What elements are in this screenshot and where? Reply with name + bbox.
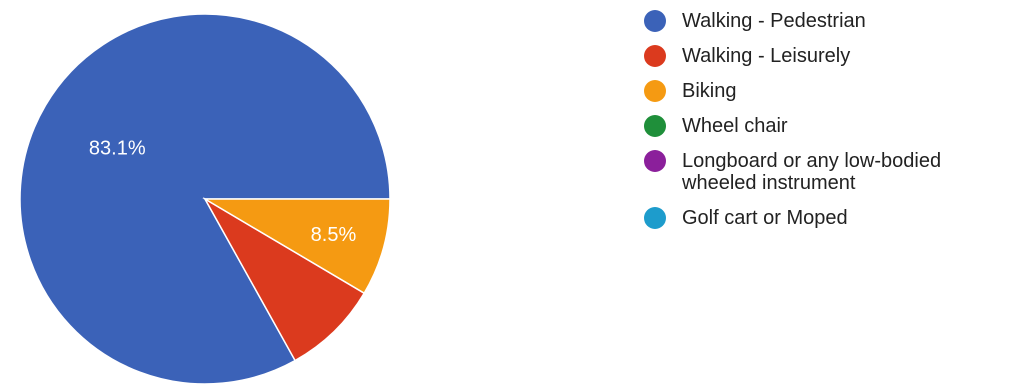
legend-label: Walking - Pedestrian — [682, 10, 866, 32]
legend-swatch — [644, 115, 666, 137]
legend-item: Biking — [644, 80, 1019, 102]
legend-swatch — [644, 207, 666, 229]
legend-swatch — [644, 10, 666, 32]
slice-value-label: 83.1% — [89, 137, 146, 159]
legend-item: Walking - Pedestrian — [644, 10, 1019, 32]
pie-slice — [202, 198, 391, 295]
legend-label: Biking — [682, 80, 737, 102]
legend-item: Golf cart or Moped — [644, 207, 1019, 229]
pie-svg: 83.1% 8.5% — [19, 13, 391, 385]
legend-label: Golf cart or Moped — [682, 207, 848, 229]
legend-item: Walking - Leisurely — [644, 45, 1019, 67]
legend-swatch — [644, 45, 666, 67]
legend-item: Longboard or any low-bodied wheeled inst… — [644, 150, 1019, 194]
legend-item: Wheel chair — [644, 115, 1019, 137]
pie-slice — [202, 196, 366, 362]
legend-label: Walking - Leisurely — [682, 45, 851, 67]
legend: Walking - Pedestrian Walking - Leisurely… — [644, 10, 1019, 242]
legend-label: Wheel chair — [682, 115, 788, 137]
legend-swatch — [644, 80, 666, 102]
slice-value-label: 8.5% — [311, 224, 357, 246]
legend-label: Longboard or any low-bodied wheeled inst… — [682, 150, 942, 194]
legend-swatch — [644, 150, 666, 172]
